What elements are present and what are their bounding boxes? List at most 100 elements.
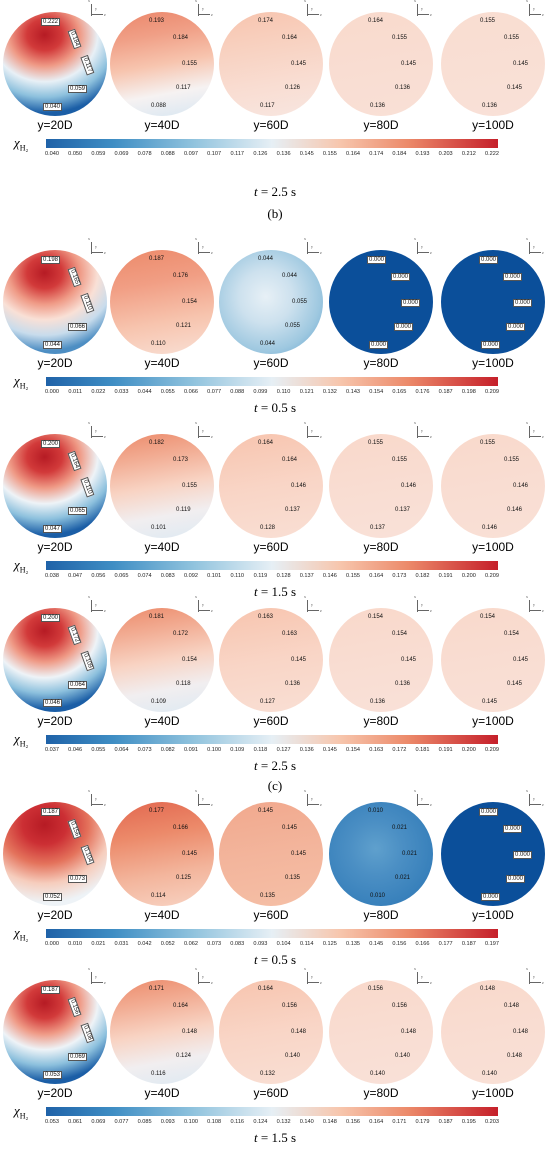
axis-line-horizontal [307,610,319,611]
axis-line-horizontal [91,436,103,437]
contour-disk [329,980,433,1084]
axis-label-x: x [414,0,416,3]
contour-label: 0.172 [173,631,189,637]
contour-label: 0.010 [370,893,386,899]
axis-label-y: y [533,796,535,801]
contour-label: 0.040 [43,103,63,111]
position-label: y=40D [144,540,180,554]
symbol-chi: χ [14,135,20,150]
axis-label-y: y [202,428,204,433]
axis-label-z: z [211,434,213,439]
axis-label-z: z [542,980,544,985]
axis-label-y: y [421,244,423,249]
symbol-subscript: H₂ [19,739,29,749]
position-label: y=100D [472,118,514,132]
colorbar-tick-label: 0.055 [160,389,175,395]
contour-label: 0.136 [482,103,498,109]
colorbar-tick-label: 0.124 [253,1119,268,1125]
colorbar-tick-label: 0.184 [392,151,407,157]
colorbar-tick-label: 0.173 [392,573,407,579]
position-label: y=20D [37,714,73,728]
axis-label-y: y [533,602,535,607]
contour-label: 0.132 [260,1071,276,1077]
colorbar [46,1107,498,1116]
contour-label: 0.000 [394,323,414,331]
contour-label: 0.136 [395,681,411,687]
colorbar-tick-label: 0.145 [322,747,337,753]
axis-line-horizontal [417,982,429,983]
axis-line-vertical [529,242,530,254]
axis-label-x: x [414,236,416,241]
contour-label: 0.117 [176,85,191,91]
contour-panel: x y z 0.187 0.156 0.104 0.073 0.052 y=20D x y z 0.17… [0,788,550,990]
axis-label-z: z [542,12,544,17]
contour-label: 0.145 [507,85,523,91]
subfigure-label: (b) [267,206,283,221]
position-label: y=100D [472,356,514,370]
axis-line-horizontal [307,14,319,15]
axis-label-z: z [320,980,322,985]
colorbar-symbol: χH₂ [14,1103,28,1121]
colorbar [46,139,498,148]
colorbar-tick-label: 0.092 [183,573,198,579]
axis-line-vertical [417,242,418,254]
contour-label: 0.137 [370,525,386,531]
contour-label: 0.146 [401,483,417,489]
time-value: = 0.5 s [257,952,296,967]
contour-label: 0.145 [291,61,307,67]
time-value: = 2.5 s [257,758,296,773]
contour-label: 0.222 [41,18,61,26]
time-variable: t [253,184,258,199]
contour-disk [219,980,323,1084]
colorbar-tick-label: 0.125 [322,941,337,947]
colorbar-tick-label: 0.044 [137,389,152,395]
contour-disk [441,608,545,712]
axis-label-y: y [421,6,423,11]
colorbar-tick-label: 0.200 [461,573,476,579]
contour-label: 0.145 [401,61,417,67]
contour-label: 0.145 [401,657,417,663]
position-label: y=100D [472,908,514,922]
time-caption: t = 2.5 s [0,184,550,200]
contour-disk [329,12,433,116]
position-label: y=20D [37,908,73,922]
contour-disk [110,802,214,906]
symbol-chi: χ [14,925,20,940]
axis-label-x: x [88,788,90,793]
position-label: y=40D [144,118,180,132]
contour-label: 0.119 [176,507,191,513]
axis-line-vertical [417,972,418,984]
colorbar-tick-label: 0.171 [392,1119,407,1125]
contour-label: 0.000 [481,341,501,349]
position-label: y=40D [144,356,180,370]
contour-label: 0.166 [173,825,189,831]
colorbar-tick-label: 0.093 [160,1119,175,1125]
contour-label: 0.137 [285,507,301,513]
position-label: y=80D [363,356,399,370]
axis-line-horizontal [417,804,429,805]
contour-label: 0.021 [395,875,411,881]
colorbar-tick-label: 0.073 [207,941,222,947]
position-label: y=80D [363,1086,399,1100]
position-label: y=40D [144,714,180,728]
axis-line-vertical [307,794,308,806]
colorbar-tick-label: 0.145 [369,941,384,947]
colorbar-tick-label: 0.172 [392,747,407,753]
colorbar-tick-label: 0.073 [137,747,152,753]
contour-label: 0.069 [68,1053,88,1061]
colorbar-tick-label: 0.033 [114,389,129,395]
colorbar-tick-label: 0.069 [114,151,129,157]
contour-panel: x y z 0.200 0.172 0.109 0.064 0.046 y=20D x y z 0.18… [0,594,550,796]
axis-line-horizontal [529,14,541,15]
axis-line-horizontal [417,14,429,15]
contour-label: 0.065 [68,507,88,515]
contour-label: 0.125 [176,875,192,881]
contour-label: 0.198 [41,256,61,264]
contour-label: 0.059 [68,85,88,93]
position-label: y=80D [363,908,399,922]
colorbar-tick-label: 0.174 [369,151,384,157]
colorbar-tick-label: 0.110 [230,573,245,579]
